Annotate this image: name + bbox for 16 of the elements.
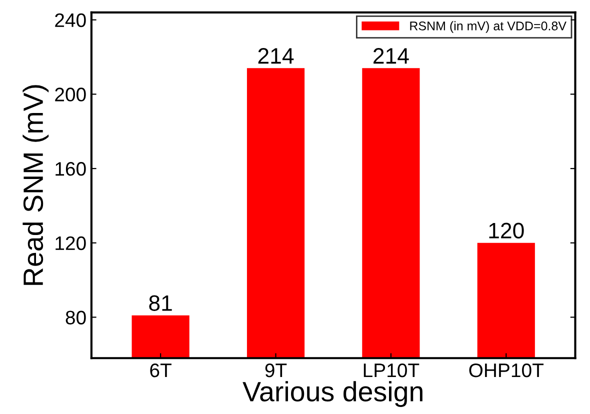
x-tick-label: LP10T	[364, 363, 420, 378]
x-tick-label: OHP10T	[469, 363, 544, 378]
x-tick-label: 9T	[265, 363, 287, 378]
data-label: 214	[374, 48, 409, 64]
data-label: 214	[258, 48, 294, 64]
y-tick-label: 240	[55, 13, 86, 28]
y-tick-label: 120	[56, 236, 86, 250]
legend-label: RSNM (in mV) at VDD=0.8V	[410, 21, 566, 33]
x-axis-title: Various design	[242, 381, 422, 407]
data-label: 81	[149, 295, 172, 311]
y-tick-label: 160	[56, 162, 86, 176]
y-tick-label: 80	[66, 310, 86, 324]
x-tick-label: 6T	[150, 363, 172, 378]
y-tick-label: 200	[55, 88, 86, 102]
data-label: 120	[489, 222, 524, 238]
y-axis-title: Read SNM (mV)	[22, 85, 49, 285]
